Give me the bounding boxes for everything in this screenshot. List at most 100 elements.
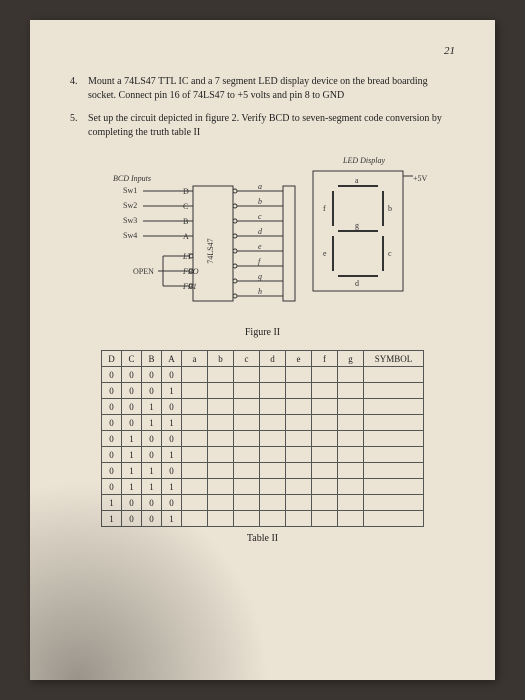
table-row: 0111: [102, 479, 424, 495]
cell: 0: [142, 367, 162, 383]
truth-table: D C B A a b c d e f g SYMBOL 00000001001…: [101, 350, 424, 527]
cell: 1: [102, 511, 122, 527]
cell: [260, 399, 286, 415]
cell: [286, 415, 312, 431]
switch-label: Sw3: [123, 216, 137, 225]
cell: [208, 447, 234, 463]
cell: [312, 399, 338, 415]
cell: 0: [142, 511, 162, 527]
cell: [234, 463, 260, 479]
cell: 0: [102, 383, 122, 399]
switch-label: Sw4: [123, 231, 137, 240]
cell: [286, 399, 312, 415]
cell: [338, 399, 364, 415]
cell: [312, 383, 338, 399]
table-row: 0110: [102, 463, 424, 479]
cell: 0: [122, 399, 142, 415]
cell: [364, 367, 424, 383]
table-row: 0101: [102, 447, 424, 463]
cell: 1: [122, 463, 142, 479]
col-header: C: [122, 351, 142, 367]
cell: [338, 495, 364, 511]
cell: 0: [102, 367, 122, 383]
cell: [208, 367, 234, 383]
svg-text:e: e: [323, 249, 327, 258]
cell: 0: [162, 495, 182, 511]
cell: 0: [122, 495, 142, 511]
cell: [260, 447, 286, 463]
circuit-diagram: LED Display BCD Inputs +5V 74LS47 Sw1 D …: [70, 151, 455, 338]
cell: 0: [122, 383, 142, 399]
cell: [260, 431, 286, 447]
cell: [260, 415, 286, 431]
cell: [286, 431, 312, 447]
svg-text:d: d: [258, 227, 263, 236]
cell: 0: [102, 431, 122, 447]
cell: [234, 495, 260, 511]
svg-text:c: c: [258, 212, 262, 221]
cell: 0: [102, 463, 122, 479]
bcd-inputs-label: BCD Inputs: [113, 174, 151, 183]
switch-label: Sw1: [123, 186, 137, 195]
cell: [286, 447, 312, 463]
page: 21 4. Mount a 74LS47 TTL IC and a 7 segm…: [30, 20, 495, 680]
cell: [234, 399, 260, 415]
cell: [312, 495, 338, 511]
cell: [234, 415, 260, 431]
cell: 0: [122, 415, 142, 431]
cell: [364, 447, 424, 463]
cell: 0: [142, 431, 162, 447]
page-number: 21: [70, 45, 455, 57]
chip-label: 74LS47: [206, 238, 215, 263]
pin-label: D: [183, 187, 189, 196]
cell: 0: [162, 431, 182, 447]
item-text: Set up the circuit depicted in figure 2.…: [88, 112, 455, 139]
cell: 0: [122, 511, 142, 527]
pin-label: A: [183, 232, 189, 241]
cell: [234, 431, 260, 447]
cell: [208, 431, 234, 447]
cell: 0: [102, 447, 122, 463]
col-header: g: [338, 351, 364, 367]
plus5v-label: +5V: [413, 174, 428, 183]
item-text: Mount a 74LS47 TTL IC and a 7 segment LE…: [88, 75, 455, 102]
cell: [208, 415, 234, 431]
cell: 0: [122, 367, 142, 383]
cell: 1: [162, 383, 182, 399]
cell: [286, 479, 312, 495]
svg-text:b: b: [388, 204, 392, 213]
diagram-svg: LED Display BCD Inputs +5V 74LS47 Sw1 D …: [83, 151, 443, 321]
cell: 1: [142, 479, 162, 495]
pin-label: B: [183, 217, 188, 226]
cell: [260, 463, 286, 479]
table-row: 0000: [102, 367, 424, 383]
cell: 0: [142, 447, 162, 463]
output-pins: a b c d e f g h: [233, 182, 283, 298]
cell: 0: [162, 399, 182, 415]
cell: [364, 463, 424, 479]
cell: 1: [142, 399, 162, 415]
cell: [208, 495, 234, 511]
cell: [260, 383, 286, 399]
table-header-row: D C B A a b c d e f g SYMBOL: [102, 351, 424, 367]
cell: [182, 399, 208, 415]
cell: [338, 511, 364, 527]
cell: [364, 479, 424, 495]
cell: [182, 431, 208, 447]
cell: [312, 479, 338, 495]
cell: [364, 495, 424, 511]
cell: 1: [162, 415, 182, 431]
cell: [260, 511, 286, 527]
cell: [234, 447, 260, 463]
col-header: b: [208, 351, 234, 367]
figure-caption: Figure II: [70, 327, 455, 338]
svg-text:g: g: [258, 272, 262, 281]
cell: 0: [142, 495, 162, 511]
table-row: 0001: [102, 383, 424, 399]
cell: 1: [122, 431, 142, 447]
table-row: 0011: [102, 415, 424, 431]
cell: [260, 479, 286, 495]
open-label: OPEN: [133, 267, 154, 276]
svg-text:e: e: [258, 242, 262, 251]
svg-text:b: b: [258, 197, 262, 206]
